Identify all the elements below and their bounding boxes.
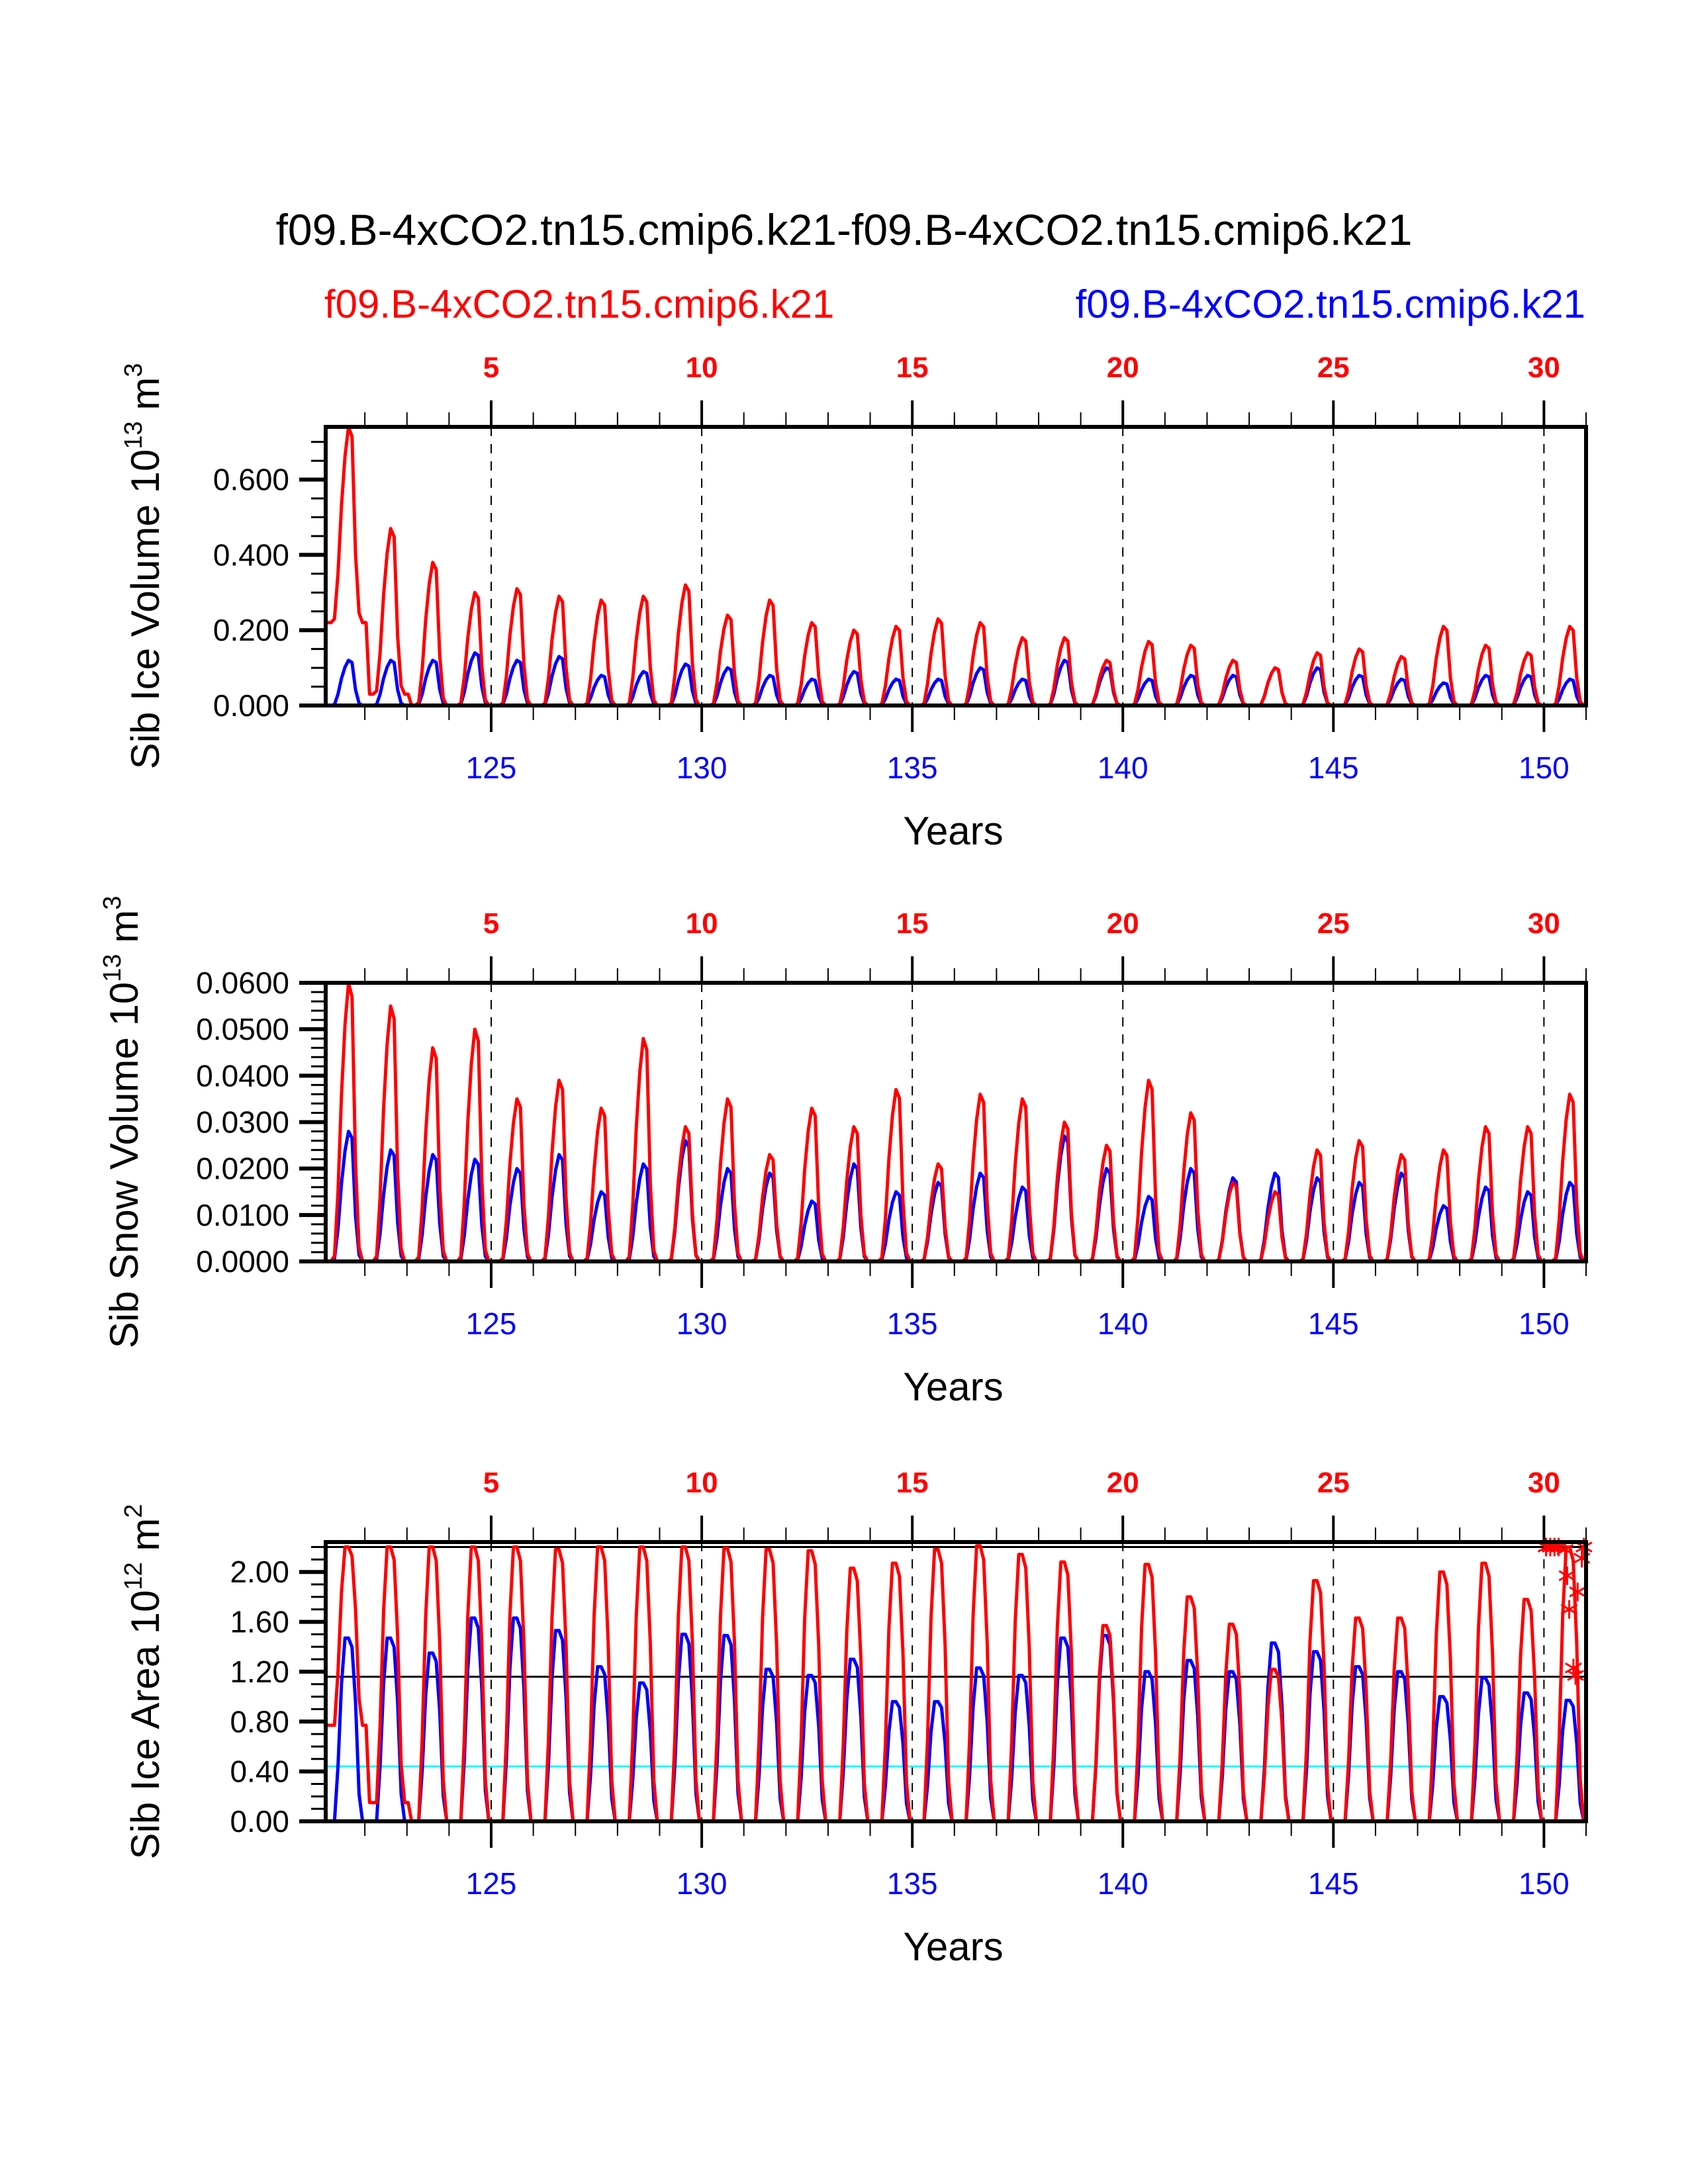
bottom-axis-label: 150 <box>1519 751 1570 785</box>
star-marker <box>1560 1600 1578 1619</box>
y-label-unit: m <box>123 377 167 422</box>
bottom-axis-label: 140 <box>1098 1306 1149 1341</box>
top-axis-label: 30 <box>1528 351 1560 384</box>
top-axis-label: 10 <box>686 1467 718 1499</box>
bottom-axis-label: 145 <box>1308 751 1359 785</box>
y-tick-label: 0.400 <box>213 537 289 572</box>
series-red-line <box>327 1544 1586 1821</box>
y-label-exponent: 13 <box>120 421 148 449</box>
star-marker <box>1558 1566 1576 1585</box>
panel-ice-area: 0.00 0.40 0.80 1.20 1.60 2.00 5 10 15 20 25 30 125 13… <box>120 1467 1593 1969</box>
star-stroke <box>1560 1604 1578 1615</box>
bottom-axis-label: 135 <box>887 1866 938 1901</box>
chart-title: f09.B-4xCO2.tn15.cmip6.k21-f09.B-4xCO2.t… <box>276 205 1413 254</box>
top-axis-label: 10 <box>686 907 718 940</box>
y-tick-label: 0.0600 <box>196 966 289 1000</box>
y-label-unit-exponent: 3 <box>99 896 126 910</box>
y-tick-label: 0.80 <box>230 1704 289 1739</box>
top-axis-label: 15 <box>896 351 929 384</box>
y-label-exponent: 13 <box>99 954 126 981</box>
y-label-main: Sib Snow Volume 10 <box>102 982 146 1349</box>
y-tick-label: 1.20 <box>230 1655 289 1689</box>
y-tick-label: 0.0000 <box>196 1244 289 1279</box>
top-axis-label: 5 <box>483 1467 499 1499</box>
y-tick-label: 0.200 <box>213 613 289 647</box>
star-stroke <box>1565 1662 1582 1674</box>
bottom-axis-label: 145 <box>1308 1866 1359 1901</box>
top-axis-label: 20 <box>1107 907 1139 940</box>
bottom-axis-label: 150 <box>1519 1866 1570 1901</box>
bottom-axis-label: 150 <box>1519 1306 1570 1341</box>
y-axis-title: Sib Ice Volume 1013 m3 <box>120 363 167 770</box>
plot-frame <box>324 1540 1588 1823</box>
y-label-exponent: 12 <box>120 1562 148 1590</box>
bottom-axis-label: 140 <box>1098 1866 1149 1901</box>
y-tick-label: 0.0400 <box>196 1058 289 1093</box>
bottom-axis-label: 140 <box>1098 751 1149 785</box>
plot-frame <box>324 425 1588 707</box>
top-axis-label: 25 <box>1317 907 1350 940</box>
y-tick-label: 0.0100 <box>196 1198 289 1232</box>
top-axis-label: 10 <box>686 351 718 384</box>
star-stroke <box>1567 1670 1584 1681</box>
bottom-axis-label: 130 <box>677 751 727 785</box>
top-axis-label: 5 <box>483 907 499 940</box>
y-tick-label: 0.600 <box>213 463 289 497</box>
y-axis-title: Sib Snow Volume 1013 m3 <box>99 896 146 1349</box>
top-axis-label: 20 <box>1107 351 1139 384</box>
top-axis-label: 15 <box>896 1467 929 1499</box>
bottom-axis-label: 145 <box>1308 1306 1359 1341</box>
y-label-unit: m <box>102 910 146 954</box>
x-axis-title: Years <box>903 1365 1003 1409</box>
y-tick-label: 0.0200 <box>196 1152 289 1186</box>
y-label-unit-exponent: 3 <box>120 363 148 377</box>
top-axis-label: 5 <box>483 351 499 384</box>
star-stroke <box>1556 1544 1574 1555</box>
bottom-axis-label: 135 <box>887 1306 938 1341</box>
x-axis-title: Years <box>903 1925 1003 1969</box>
bottom-axis-label: 125 <box>466 751 517 785</box>
top-axis-label: 20 <box>1107 1467 1139 1499</box>
y-label-main: Sib Ice Area 10 <box>123 1590 167 1860</box>
bottom-axis-label: 125 <box>466 1866 517 1901</box>
y-tick-label: 0.00 <box>230 1804 289 1839</box>
top-axis-label: 25 <box>1317 351 1350 384</box>
panel-ice-volume: 0.000 0.200 0.400 0.600 5 10 15 20 25 30 125 130 135… <box>120 351 1588 853</box>
bottom-axis-label: 130 <box>677 1306 727 1341</box>
y-label-unit: m <box>123 1518 167 1563</box>
star-marker <box>1569 1582 1587 1602</box>
y-tick-label: 0.0300 <box>196 1105 289 1140</box>
legend-red-label: f09.B-4xCO2.tn15.cmip6.k21 <box>324 282 834 326</box>
panel-snow-volume: 0.0000 0.0100 0.0200 0.0300 0.0400 0.0500 0.06… <box>99 896 1588 1409</box>
y-tick-label: 1.60 <box>230 1605 289 1639</box>
y-tick-label: 2.00 <box>230 1555 289 1589</box>
top-axis-label: 30 <box>1528 1467 1560 1499</box>
y-tick-label: 0.000 <box>213 688 289 723</box>
top-axis-label: 25 <box>1317 1467 1350 1499</box>
star-stroke <box>1558 1570 1576 1582</box>
y-label-main: Sib Ice Volume 10 <box>123 449 167 770</box>
bottom-axis-label: 125 <box>466 1306 517 1341</box>
top-axis-label: 30 <box>1528 907 1560 940</box>
y-tick-label: 0.40 <box>230 1754 289 1789</box>
x-axis-title: Years <box>903 809 1003 853</box>
y-axis-title: Sib Ice Area 1012 m2 <box>120 1504 167 1859</box>
y-label-unit-exponent: 2 <box>120 1504 148 1518</box>
series-red-line <box>327 983 1586 1261</box>
star-stroke <box>1569 1586 1587 1598</box>
bottom-axis-label: 130 <box>677 1866 727 1901</box>
top-axis-label: 15 <box>896 907 929 940</box>
y-tick-label: 0.0500 <box>196 1012 289 1046</box>
series-blue-line <box>327 1616 1586 1821</box>
legend-blue-label: f09.B-4xCO2.tn15.cmip6.k21 <box>1076 282 1585 326</box>
bottom-axis-label: 135 <box>887 751 938 785</box>
series-blue-line <box>327 1130 1586 1261</box>
star-marker <box>1567 1666 1584 1685</box>
